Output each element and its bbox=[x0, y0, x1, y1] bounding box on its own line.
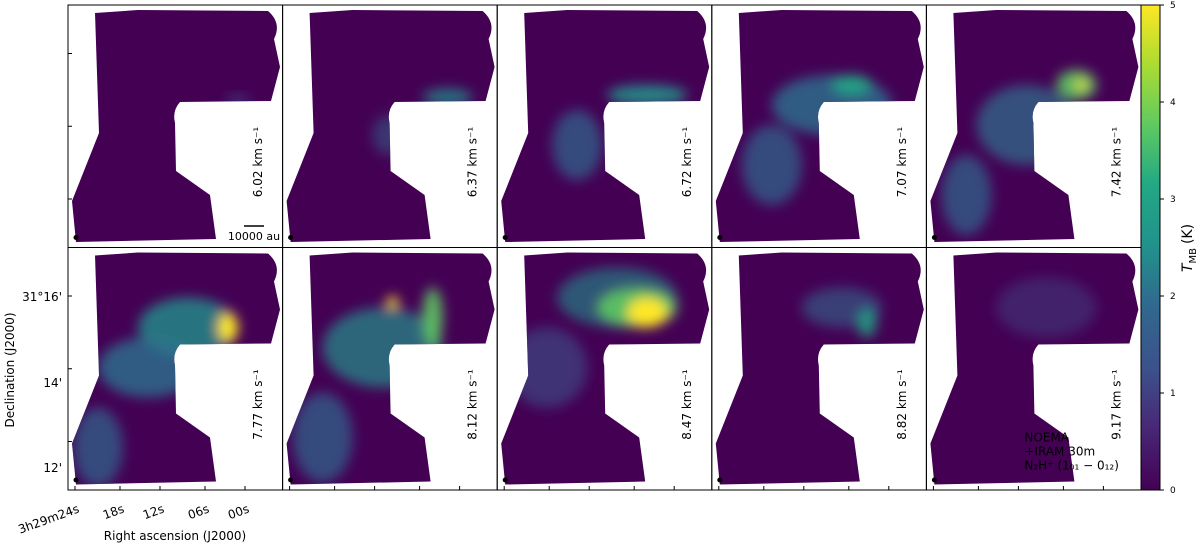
beam bbox=[73, 235, 79, 240]
emission-blob bbox=[552, 110, 603, 180]
beam bbox=[73, 477, 79, 483]
emission-blob bbox=[386, 296, 399, 309]
emission-blob bbox=[976, 85, 1077, 165]
emission-blob bbox=[372, 115, 403, 155]
emission-blob bbox=[996, 277, 1097, 338]
emission-blob bbox=[218, 312, 238, 343]
emission bbox=[996, 277, 1097, 338]
x-tick-label: 00s bbox=[226, 502, 251, 523]
x-tick-label: 12s bbox=[141, 502, 166, 523]
panel: 6.02 km s⁻¹ 10000 au bbox=[67, 4, 284, 248]
emission-blob bbox=[1077, 79, 1086, 91]
emission-blur bbox=[73, 297, 238, 485]
colorbar-unit: (K) bbox=[1180, 224, 1196, 244]
map-region bbox=[715, 252, 924, 485]
velocity-label: 9.17 km s⁻¹ bbox=[1109, 369, 1123, 440]
annotation: N₂H⁺ (1₀₁ − 0₁₂) bbox=[1024, 459, 1119, 473]
velocity-label: 6.02 km s⁻¹ bbox=[251, 127, 265, 198]
colorbar bbox=[1140, 4, 1161, 491]
y-tick-label: 12' bbox=[43, 461, 62, 475]
emission bbox=[507, 267, 678, 408]
velocity-label: 7.07 km s⁻¹ bbox=[895, 127, 909, 198]
emission-blob bbox=[422, 287, 443, 348]
emission-blob bbox=[741, 125, 802, 205]
emission bbox=[552, 85, 688, 180]
x-tick-label: 3h29m24s bbox=[16, 502, 81, 537]
beam bbox=[717, 477, 723, 483]
colorbar-tick-label: 3 bbox=[1170, 195, 1176, 205]
annotation: NOEMA bbox=[1024, 431, 1069, 445]
beam bbox=[288, 235, 294, 240]
colorbar-tick-label: 1 bbox=[1170, 389, 1176, 399]
emission bbox=[73, 297, 238, 485]
colorbar-symbol: T bbox=[1180, 262, 1196, 272]
colorbar-tick-label: 0 bbox=[1170, 486, 1176, 496]
x-tick-label: 18s bbox=[101, 502, 126, 523]
emission-blur bbox=[507, 267, 678, 408]
map-region bbox=[501, 10, 710, 242]
emission-blur bbox=[996, 277, 1097, 338]
emission-blob bbox=[226, 95, 250, 105]
emission bbox=[226, 95, 250, 105]
emission-blob bbox=[831, 75, 872, 95]
colorbar-tick-label: 4 bbox=[1170, 98, 1176, 108]
y-tick-label: 31°16' bbox=[22, 290, 62, 304]
velocity-label: 7.42 km s⁻¹ bbox=[1109, 127, 1123, 198]
colorbar-tick-label: 2 bbox=[1170, 292, 1176, 302]
y-axis-label: Declination (J2000) bbox=[3, 312, 17, 427]
emission-blob bbox=[422, 89, 473, 105]
emission-blob bbox=[771, 75, 892, 135]
velocity-label: 6.37 km s⁻¹ bbox=[466, 127, 480, 198]
panel: 7.07 km s⁻¹ bbox=[711, 4, 927, 248]
colorbar-tick-label: 5 bbox=[1170, 1, 1176, 11]
emission-blob bbox=[627, 297, 668, 328]
beam bbox=[717, 235, 723, 240]
colorbar-subscript: MB bbox=[1188, 248, 1199, 264]
colorbar-label: TMB (K) bbox=[1180, 224, 1199, 272]
emission-blob bbox=[73, 407, 123, 485]
beam bbox=[288, 477, 294, 483]
velocity-label: 8.47 km s⁻¹ bbox=[680, 369, 694, 440]
emission-blur bbox=[801, 287, 882, 338]
velocity-label: 8.82 km s⁻¹ bbox=[895, 369, 909, 440]
emission-blob bbox=[607, 85, 688, 105]
map-region bbox=[715, 10, 924, 242]
beam bbox=[931, 477, 937, 483]
emission bbox=[801, 287, 882, 338]
scale-bar-label: 10000 au bbox=[228, 230, 280, 243]
emission-blob bbox=[941, 155, 992, 235]
emission-blob bbox=[98, 337, 198, 398]
velocity-label: 8.12 km s⁻¹ bbox=[466, 369, 480, 440]
panel: 6.72 km s⁻¹ bbox=[496, 4, 713, 248]
panel: 6.37 km s⁻¹ bbox=[282, 4, 498, 248]
x-tick-label: 06s bbox=[186, 502, 211, 523]
emission-blob bbox=[1056, 70, 1097, 100]
panel: 8.12 km s⁻¹ bbox=[282, 247, 498, 491]
emission-blur bbox=[552, 85, 688, 180]
panel: 7.77 km s⁻¹ bbox=[67, 247, 284, 491]
emission-blob bbox=[507, 327, 588, 408]
map-region bbox=[286, 10, 495, 242]
emission-blob bbox=[856, 307, 877, 338]
velocity-label: 7.77 km s⁻¹ bbox=[251, 369, 265, 440]
panel: 8.82 km s⁻¹ bbox=[711, 247, 927, 491]
beam bbox=[502, 477, 508, 483]
x-axis-label: Right ascension (J2000) bbox=[104, 529, 246, 543]
panel: 7.42 km s⁻¹ bbox=[925, 4, 1142, 248]
panel: 8.47 km s⁻¹ bbox=[496, 247, 713, 491]
panels: 6.02 km s⁻¹ 10000 au 6.37 km s⁻¹ 6.72 km s⁻… bbox=[67, 4, 1142, 491]
beam bbox=[931, 235, 937, 240]
beam bbox=[502, 235, 508, 240]
emission-blur bbox=[226, 95, 250, 105]
y-tick-label: 14' bbox=[43, 376, 62, 390]
velocity-label: 6.72 km s⁻¹ bbox=[680, 127, 694, 198]
annotation: +IRAM 30m bbox=[1024, 445, 1095, 459]
map-region bbox=[72, 10, 280, 242]
emission-blob bbox=[292, 392, 353, 483]
